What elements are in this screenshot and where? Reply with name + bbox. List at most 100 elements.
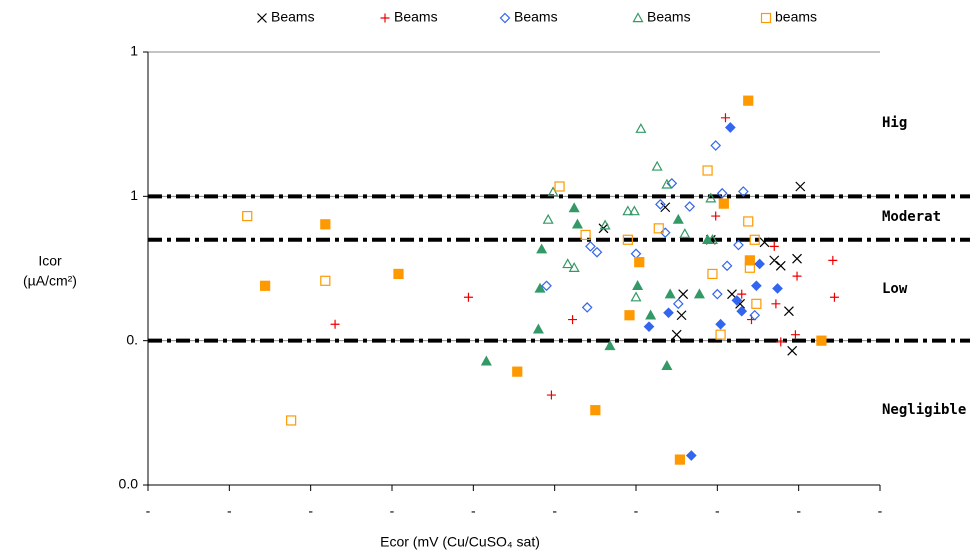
point	[702, 234, 714, 244]
y-tick-label: 1	[130, 187, 138, 203]
point	[715, 318, 726, 330]
point	[622, 234, 633, 245]
point	[463, 292, 473, 302]
point	[512, 366, 523, 377]
point	[671, 329, 682, 340]
point	[632, 280, 644, 290]
point	[622, 205, 634, 216]
point	[585, 241, 596, 252]
point	[792, 253, 802, 264]
x-tick-label: -	[390, 503, 395, 519]
legend-label: Beams	[394, 9, 438, 25]
point	[744, 255, 755, 266]
point	[771, 299, 781, 309]
point	[546, 390, 556, 400]
point	[792, 271, 802, 281]
point	[828, 255, 838, 265]
point	[769, 241, 779, 251]
point	[635, 122, 647, 133]
point	[772, 283, 783, 294]
point	[628, 205, 640, 216]
point	[736, 305, 748, 317]
point	[661, 178, 673, 189]
x-tick-label: -	[471, 503, 476, 519]
point	[702, 165, 713, 176]
y-axis-label: Icor	[38, 253, 62, 269]
point	[659, 227, 671, 239]
point	[599, 219, 611, 230]
point	[581, 302, 593, 313]
point	[393, 268, 404, 280]
point	[672, 298, 684, 310]
point	[829, 292, 839, 302]
point	[693, 288, 705, 299]
point	[749, 309, 761, 321]
point	[685, 450, 697, 461]
point	[604, 340, 616, 351]
x-axis-label: Ecor (mV (Cu/CuSO₄ sat)	[380, 534, 540, 550]
legend-label: Beams	[514, 9, 558, 25]
x-tick-label: -	[552, 503, 557, 519]
point	[710, 140, 722, 151]
x-tick-label: -	[878, 503, 883, 519]
point	[795, 181, 806, 192]
point	[743, 95, 754, 106]
point	[571, 218, 583, 229]
point	[672, 213, 684, 224]
point	[724, 122, 736, 133]
x-tick-label: -	[634, 503, 639, 519]
point	[679, 228, 691, 239]
point	[653, 223, 664, 234]
point	[790, 330, 800, 340]
point	[562, 258, 574, 269]
x-tick-label: -	[308, 503, 313, 519]
point	[716, 187, 728, 199]
legend-label: beams	[775, 9, 817, 25]
legend-label: Beams	[647, 9, 691, 25]
point	[320, 219, 331, 230]
point	[630, 248, 642, 260]
point	[787, 345, 798, 356]
point	[580, 229, 591, 241]
point	[286, 415, 297, 426]
point	[715, 329, 726, 340]
point	[661, 360, 673, 370]
legend-marker	[380, 13, 390, 23]
point	[634, 257, 645, 268]
point	[330, 319, 340, 329]
point	[711, 211, 721, 221]
legend-label: Beams	[271, 9, 315, 25]
point	[655, 198, 666, 210]
zone-label: Hig	[882, 115, 907, 131]
point	[547, 186, 559, 197]
point	[590, 405, 601, 416]
x-tick-label: -	[715, 503, 720, 519]
point	[733, 239, 744, 251]
point	[816, 335, 827, 346]
point	[532, 323, 544, 334]
x-tick-label: -	[146, 503, 151, 519]
point	[674, 454, 686, 465]
point	[568, 262, 580, 272]
point	[554, 181, 565, 192]
point	[630, 291, 642, 302]
point	[737, 289, 747, 299]
point	[769, 255, 780, 266]
point	[542, 213, 554, 224]
y-axis-label: (µA/cm²)	[23, 273, 77, 289]
point	[720, 113, 730, 123]
point	[751, 298, 762, 309]
y-tick-label: 1	[130, 43, 138, 59]
point	[320, 275, 331, 286]
legend-marker	[257, 13, 267, 23]
point	[591, 246, 603, 258]
zone-label: Moderat	[882, 209, 941, 225]
point	[759, 237, 770, 248]
y-tick-label: 0.	[126, 331, 138, 347]
point	[754, 258, 765, 270]
point	[705, 192, 717, 203]
point	[743, 216, 754, 227]
point	[664, 288, 676, 299]
